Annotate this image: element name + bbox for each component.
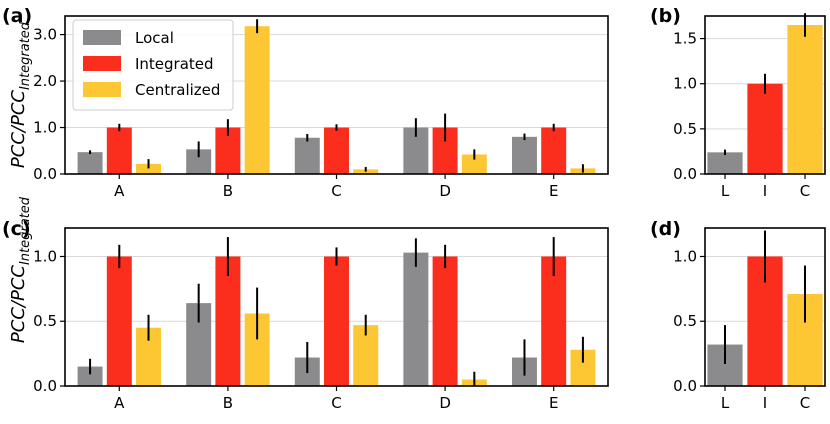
y-axis-label-top-main: PCC/PCC <box>8 90 29 168</box>
bar-local-e <box>511 136 537 174</box>
x-tick-label: A <box>114 182 125 200</box>
bar-local-c <box>294 137 320 174</box>
bar-l <box>707 152 743 174</box>
y-axis-label-top-subscript: Integrated <box>18 21 33 90</box>
x-tick-label: D <box>439 182 451 200</box>
bar-i <box>747 83 783 174</box>
legend-swatch-local <box>83 30 121 45</box>
panel-b: 0.0 0.5 1.0 1.5 L I C (b) <box>650 5 826 200</box>
y-tick-label: 0.5 <box>673 120 697 138</box>
x-tick-label: E <box>549 182 558 200</box>
y-tick-label: 0.5 <box>33 312 57 330</box>
y-axis-label-top: PCC/PCCIntegrated <box>8 21 33 168</box>
x-tick-label: I <box>763 394 767 412</box>
bar-integrated-c <box>324 256 349 386</box>
y-tick-label: 1.5 <box>673 30 697 48</box>
y-tick-label: 1.0 <box>33 119 57 137</box>
x-tick-label: C <box>331 182 341 200</box>
legend: Local Integrated Centralized <box>72 19 234 111</box>
svg-text:PCC/PCCIntegrated: PCC/PCCIntegrated <box>8 21 33 168</box>
y-axis-label: PCC/PCCIntegrated <box>8 196 33 343</box>
x-tick-label: D <box>439 394 451 412</box>
bar-local-d <box>403 252 429 386</box>
panel-c: 0.0 0.5 1.0 A B C D E (c) <box>2 218 609 412</box>
x-tick-label: I <box>763 182 767 200</box>
legend-label-local: Local <box>135 29 174 47</box>
y-tick-label: 0.0 <box>673 165 697 183</box>
y-axis-label-subscript: Integrated <box>18 196 33 265</box>
legend-swatch-integrated <box>83 56 121 71</box>
bar-integrated-a <box>106 127 132 174</box>
panel-a: 0.0 1.0 2.0 3.0 A B C D E (a) Local Integrated Centr… <box>2 5 609 200</box>
bar-integrated-d <box>432 256 458 386</box>
bar-local-a <box>77 366 103 386</box>
bar-centralized-a <box>136 163 162 174</box>
bar-local-a <box>77 152 103 174</box>
y-tick-label: 3.0 <box>33 26 57 44</box>
bar-integrated-a <box>106 256 132 386</box>
y-tick-label: 1.0 <box>673 75 697 93</box>
x-tick-label: E <box>549 394 558 412</box>
x-tick-label: C <box>331 394 341 412</box>
panels: 0.0 1.0 2.0 3.0 A B C D E (a) Local Integrated Centr… <box>2 5 826 412</box>
panel-d: 0.0 0.5 1.0 L I C (d) <box>650 218 826 412</box>
bar-integrated-b <box>215 256 241 386</box>
bar-integrated-c <box>324 127 349 174</box>
y-tick-label: 1.0 <box>673 247 697 265</box>
legend-label-centralized: Centralized <box>135 81 220 99</box>
bar-integrated-e <box>541 256 567 386</box>
panel-label: (c) <box>2 218 31 240</box>
panel-label: (a) <box>2 5 32 27</box>
bar-centralized-d <box>461 154 487 174</box>
x-tick-label: C <box>800 182 810 200</box>
svg-text:PCC/PCCIntegrated: PCC/PCCIntegrated <box>8 196 33 343</box>
y-tick-label: 2.0 <box>33 72 57 90</box>
y-tick-label: 0.5 <box>673 312 697 330</box>
y-tick-label: 0.0 <box>673 377 697 395</box>
y-tick-label: 1.0 <box>33 247 57 265</box>
x-tick-label: A <box>114 394 125 412</box>
bar-centralized-b <box>244 26 270 175</box>
y-tick-label: 0.0 <box>33 377 57 395</box>
legend-swatch-centralized <box>83 82 121 97</box>
x-tick-label: B <box>223 394 233 412</box>
x-tick-label: C <box>800 394 810 412</box>
bar-integrated-e <box>541 127 567 174</box>
x-tick-label: B <box>223 182 233 200</box>
panel-label: (b) <box>650 5 681 27</box>
y-axis-label-main: PCC/PCC <box>8 265 29 343</box>
legend-label-integrated: Integrated <box>135 55 214 73</box>
x-tick-label: L <box>721 394 730 412</box>
panel-label: (d) <box>650 218 681 240</box>
x-tick-label: L <box>721 182 730 200</box>
bar-c <box>787 25 823 175</box>
y-tick-label: 0.0 <box>33 165 57 183</box>
